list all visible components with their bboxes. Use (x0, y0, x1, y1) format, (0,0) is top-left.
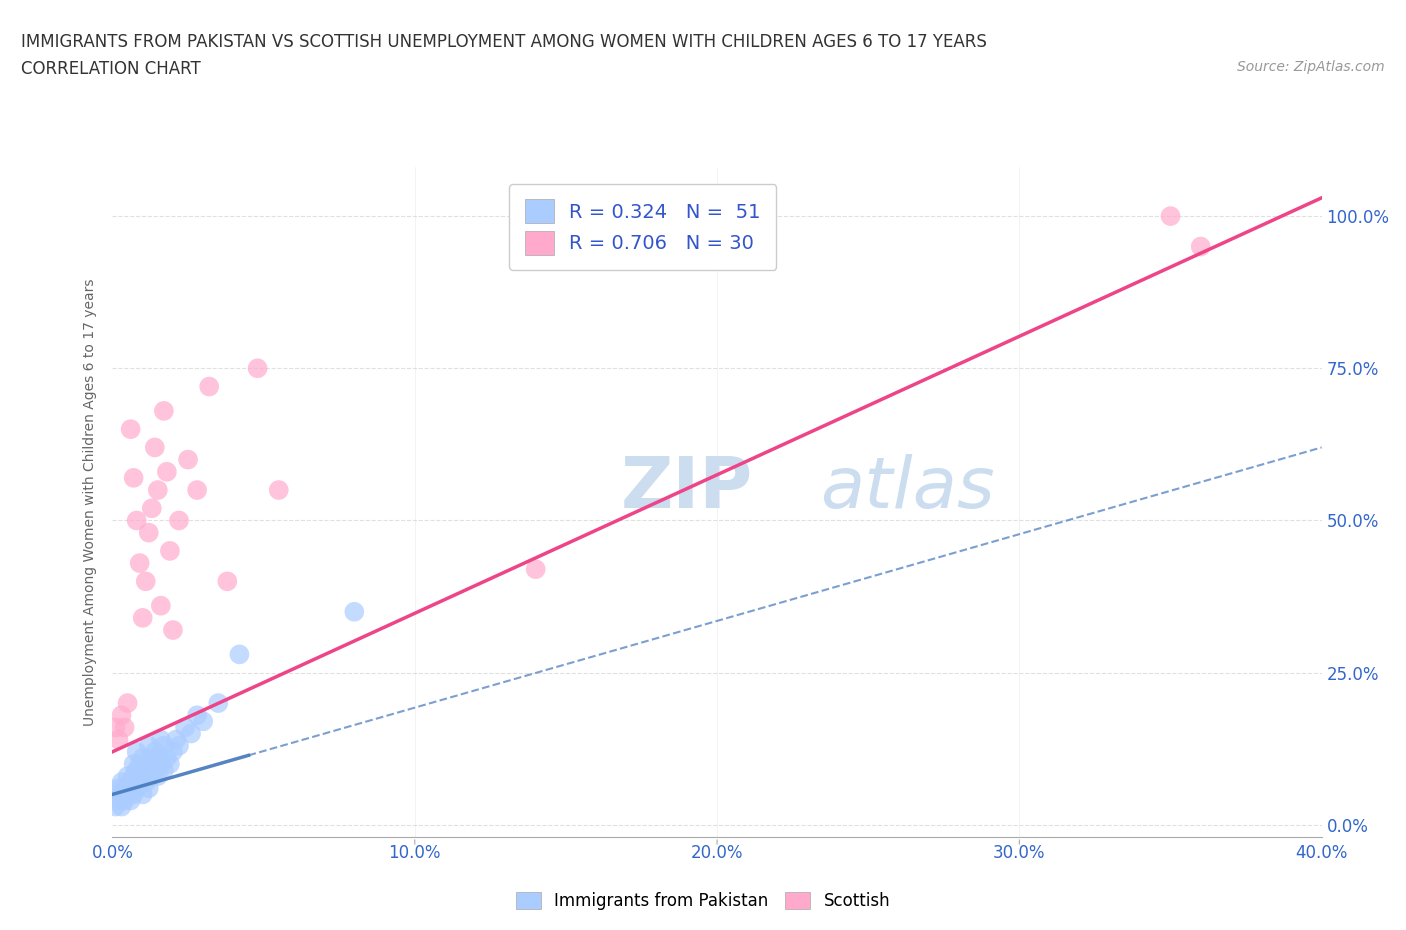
Point (104, 787, 127, 802)
Point (198, 379, 221, 394)
Point (149, 732, 172, 747)
Point (177, 452, 200, 467)
Point (125, 513, 148, 528)
Point (110, 799, 132, 814)
Y-axis label: Unemployment Among Women with Children Ages 6 to 17 years: Unemployment Among Women with Children A… (83, 278, 97, 726)
Point (141, 501, 163, 516)
Point (156, 751, 179, 765)
Point (153, 763, 176, 777)
Point (107, 781, 129, 796)
Point (191, 714, 214, 729)
Point (174, 720, 197, 735)
Point (167, 513, 190, 528)
Point (122, 471, 145, 485)
Point (125, 744, 148, 759)
Point (135, 775, 157, 790)
Point (146, 769, 169, 784)
Point (104, 799, 127, 814)
Point (110, 708, 132, 723)
Point (138, 756, 160, 771)
Point (132, 751, 155, 765)
Point (153, 404, 176, 418)
Point (165, 732, 187, 747)
Point (180, 726, 202, 741)
Text: IMMIGRANTS FROM PAKISTAN VS SCOTTISH UNEMPLOYMENT AMONG WOMEN WITH CHILDREN AGES: IMMIGRANTS FROM PAKISTAN VS SCOTTISH UNE… (21, 33, 987, 50)
Point (153, 738, 176, 753)
Text: ZIP: ZIP (620, 455, 752, 524)
Point (122, 769, 145, 784)
Point (217, 574, 239, 589)
Point (162, 744, 184, 759)
Point (117, 696, 139, 711)
Point (159, 543, 181, 558)
Point (135, 763, 157, 777)
Point (159, 756, 181, 771)
Point (143, 440, 166, 455)
Point (1189, 239, 1212, 254)
Point (167, 738, 190, 753)
Point (143, 744, 166, 759)
Point (149, 756, 172, 771)
Point (125, 781, 148, 796)
Point (135, 574, 157, 589)
Point (117, 787, 139, 802)
Point (114, 720, 136, 735)
Point (1159, 208, 1181, 223)
Point (138, 738, 160, 753)
Point (122, 787, 145, 802)
Text: Source: ZipAtlas.com: Source: ZipAtlas.com (1237, 60, 1385, 74)
Point (162, 622, 184, 637)
Point (149, 598, 172, 613)
Point (117, 769, 139, 784)
Point (207, 696, 229, 711)
Point (114, 793, 136, 808)
Point (120, 775, 142, 790)
Point (141, 769, 163, 784)
Point (132, 769, 155, 784)
Point (120, 421, 142, 436)
Point (120, 793, 142, 808)
Point (143, 763, 166, 777)
Point (186, 483, 208, 498)
Point (114, 781, 136, 796)
Point (128, 756, 150, 771)
Point (267, 483, 290, 498)
Point (132, 610, 155, 625)
Point (141, 751, 163, 765)
Point (104, 720, 127, 735)
Point (146, 483, 169, 498)
Point (128, 775, 150, 790)
Point (228, 647, 250, 662)
Point (343, 604, 366, 619)
Point (107, 793, 129, 808)
Point (138, 525, 160, 540)
Text: atlas: atlas (820, 455, 994, 524)
Point (122, 756, 145, 771)
Point (146, 751, 169, 765)
Point (107, 732, 129, 747)
Text: CORRELATION CHART: CORRELATION CHART (21, 60, 201, 78)
Point (128, 555, 150, 570)
Point (246, 361, 269, 376)
Point (110, 787, 132, 802)
Legend: R = 0.324   N =  51, R = 0.706   N = 30: R = 0.324 N = 51, R = 0.706 N = 30 (509, 184, 776, 270)
Legend: Immigrants from Pakistan, Scottish: Immigrants from Pakistan, Scottish (509, 885, 897, 917)
Point (156, 464, 179, 479)
Point (132, 787, 155, 802)
Point (110, 775, 132, 790)
Point (125, 763, 148, 777)
Point (524, 562, 547, 577)
Point (138, 781, 160, 796)
Point (186, 708, 208, 723)
